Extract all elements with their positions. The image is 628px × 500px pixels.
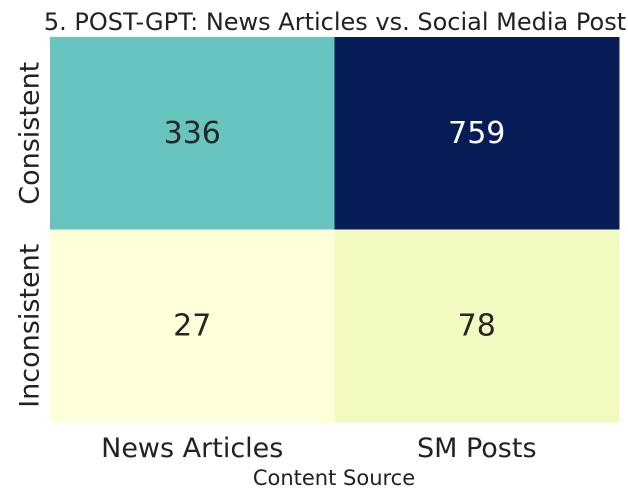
cell-value-inconsistent-sm-posts: 78	[458, 308, 496, 343]
heatmap-cell-inconsistent-sm-posts	[334, 229, 620, 423]
x-tick-labels: News Articles SM Posts	[101, 433, 536, 464]
x-tick-label-sm-posts: SM Posts	[417, 433, 537, 464]
x-tick-label-news-articles: News Articles	[101, 433, 283, 464]
heatmap-cell-labels: 336 759 27 78	[164, 116, 506, 344]
heatmap-cells	[50, 37, 620, 423]
heatmap-cell-consistent-news-articles	[50, 37, 335, 230]
cell-value-consistent-sm-posts: 759	[448, 116, 505, 151]
heatmap-cell-inconsistent-news-articles	[50, 229, 335, 423]
cell-value-consistent-news-articles: 336	[164, 116, 221, 151]
chart-title: 5. POST-GPT: News Articles vs. Social Me…	[44, 8, 626, 36]
x-axis-label: Content Source	[253, 466, 415, 490]
cell-value-inconsistent-news-articles: 27	[173, 308, 211, 343]
y-tick-labels: Consistent Inconsistent	[15, 62, 46, 408]
y-tick-label-inconsistent: Inconsistent	[15, 244, 46, 408]
heatmap-cell-consistent-sm-posts	[334, 37, 620, 230]
y-tick-label-consistent: Consistent	[15, 62, 46, 205]
